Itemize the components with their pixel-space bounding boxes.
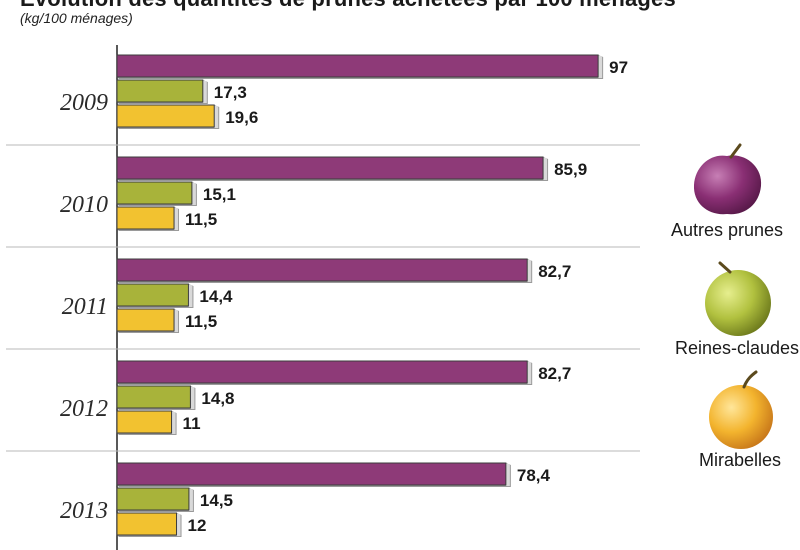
bar — [116, 410, 173, 434]
bar-edge — [188, 285, 193, 307]
plum-icon — [693, 143, 762, 215]
data-label: 12 — [188, 516, 207, 535]
data-label: 19,6 — [225, 108, 258, 127]
bar — [116, 206, 175, 230]
category-label: 2013 — [60, 498, 108, 524]
legend-item-mirabelles: Mirabelles — [665, 370, 800, 471]
bar-edge — [171, 412, 176, 434]
bar — [116, 462, 507, 486]
category-label: 2011 — [62, 294, 108, 320]
bar-edge — [543, 158, 548, 180]
bar-edge — [174, 310, 179, 332]
bar-edge — [505, 464, 510, 486]
bar — [116, 54, 599, 78]
data-label: 11,5 — [185, 210, 217, 229]
bar — [116, 385, 191, 409]
data-label: 82,7 — [538, 364, 571, 383]
bar-edge — [176, 514, 181, 536]
data-label: 78,4 — [517, 466, 551, 485]
data-label: 85,9 — [554, 160, 587, 179]
bar — [116, 156, 544, 180]
bar-edge — [188, 489, 193, 511]
legend-label: Reines-claudes — [674, 338, 800, 358]
data-label: 14,4 — [199, 287, 233, 306]
bar — [116, 258, 528, 282]
bar — [116, 79, 204, 103]
greengage-icon — [705, 261, 771, 336]
legend-label: Autres prunes — [670, 220, 784, 240]
bar — [116, 283, 189, 307]
data-label: 14,5 — [200, 491, 233, 510]
data-label: 11 — [183, 414, 201, 433]
bar-edge — [527, 260, 532, 282]
legend-label: Mirabelles — [698, 450, 782, 470]
data-label: 17,3 — [214, 83, 247, 102]
bar-edge — [214, 106, 219, 128]
category-label: 2009 — [60, 90, 108, 116]
bar-edge — [174, 208, 179, 230]
bar-edge — [598, 56, 603, 78]
bar-edge — [191, 183, 196, 205]
bar — [116, 308, 175, 332]
bar-edge — [190, 387, 195, 409]
data-label: 11,5 — [185, 312, 217, 331]
data-label: 97 — [609, 58, 628, 77]
mirabelle-icon — [709, 370, 773, 449]
bar — [116, 487, 190, 511]
bar — [116, 360, 528, 384]
chart-title: Évolution des quantités de prunes acheté… — [20, 0, 676, 12]
bar-edge — [527, 362, 532, 384]
legend-item-autres-prunes: Autres prunes — [652, 140, 800, 241]
legend-item-reines-claudes: Reines-claudes — [662, 258, 800, 359]
category-label: 2012 — [60, 396, 108, 422]
data-label: 15,1 — [203, 185, 236, 204]
category-label: 2010 — [60, 192, 108, 218]
bar — [116, 104, 215, 128]
bar-edge — [202, 81, 207, 103]
data-label: 14,8 — [201, 389, 234, 408]
bar — [116, 181, 193, 205]
chart-subtitle: (kg/100 ménages) — [20, 10, 133, 26]
data-label: 82,7 — [538, 262, 571, 281]
bar — [116, 512, 178, 536]
